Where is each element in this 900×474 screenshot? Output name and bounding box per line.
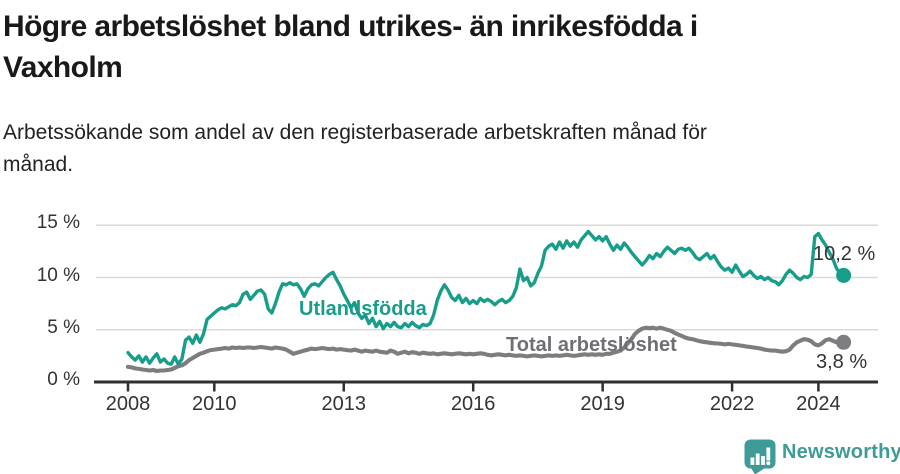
series-line-1 [125, 325, 846, 374]
series-end-dot-0 [836, 267, 852, 283]
newsworthy-logo-text: Newsworthy [782, 441, 900, 463]
chart-subtitle: Arbetssökande som andel av den registerb… [3, 121, 707, 176]
page-title: Högre arbetslöshet bland utrikes- än inr… [3, 10, 698, 84]
series-lines [125, 229, 852, 374]
newsworthy-logo-icon [744, 439, 778, 474]
gridlines [94, 224, 878, 384]
series-end-dot-1 [836, 334, 852, 350]
logo-bar-3 [761, 456, 765, 465]
x-ticks [126, 383, 820, 392]
series-line-0 [126, 229, 846, 366]
logo-bar-2 [755, 453, 760, 465]
logo-exclamation-dot [766, 461, 771, 466]
logo-bubble-tail [751, 468, 765, 474]
logo-bar-1 [750, 457, 755, 465]
logo-exclamation-bar [766, 447, 771, 461]
logo-bubble [744, 439, 776, 469]
